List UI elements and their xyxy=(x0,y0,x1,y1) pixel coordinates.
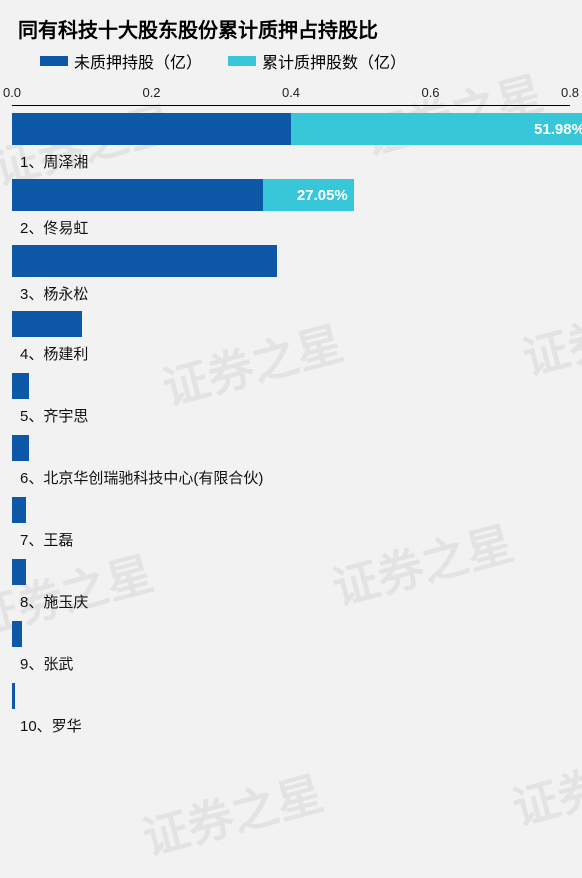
x-axis: 0.00.20.40.60.8 xyxy=(12,79,570,105)
row-label: 9、张武 xyxy=(20,653,73,674)
bar-unpledged xyxy=(12,435,29,461)
row-label: 3、杨永松 xyxy=(20,283,88,304)
bar-unpledged xyxy=(12,559,26,585)
x-tick: 0.0 xyxy=(3,85,21,100)
legend: 未质押持股（亿） 累计质押股数（亿） xyxy=(0,49,582,79)
row-label: 5、齐宇思 xyxy=(20,405,88,426)
row-label: 4、杨建利 xyxy=(20,343,88,364)
bar-unpledged xyxy=(12,373,29,399)
bar-group: 51.98% xyxy=(12,113,570,145)
table-row: 27.05% 2、佟易虹 xyxy=(0,179,582,245)
table-row: 5、齐宇思 xyxy=(0,373,582,435)
table-row: 3、杨永松 xyxy=(0,245,582,311)
bar-unpledged xyxy=(12,497,26,523)
bar-group xyxy=(12,245,570,277)
table-row: 8、施玉庆 xyxy=(0,559,582,621)
chart-title: 同有科技十大股东股份累计质押占持股比 xyxy=(0,0,582,49)
bar-group xyxy=(12,497,570,523)
bar-unpledged xyxy=(12,113,291,145)
bar-unpledged xyxy=(12,311,82,337)
chart-rows: 51.98% 1、周泽湘 27.05% 2、佟易虹 3、杨永松 4、杨建利 5、齐宇思 6、北… xyxy=(0,105,582,745)
chart-area: 0.0 0.2 0.4 0.6 0.8 51.98% 1、周泽湘 27.05% 2、佟易虹 3、… xyxy=(0,79,582,745)
table-row: 6、北京华创瑞驰科技中心(有限合伙) xyxy=(0,435,582,497)
row-label: 7、王磊 xyxy=(20,529,73,550)
legend-item-unpledged: 未质押持股（亿） xyxy=(40,49,202,73)
table-row: 7、王磊 xyxy=(0,497,582,559)
x-axis-line xyxy=(12,105,570,106)
bar-unpledged xyxy=(12,179,263,211)
legend-label-unpledged: 未质押持股（亿） xyxy=(74,49,202,73)
bar-group xyxy=(12,373,570,399)
bar-group xyxy=(12,435,570,461)
legend-swatch-unpledged xyxy=(40,56,68,66)
table-row: 9、张武 xyxy=(0,621,582,683)
legend-item-pledged: 累计质押股数（亿） xyxy=(228,49,406,73)
bar-pct-label: 51.98% xyxy=(534,113,582,145)
bar-group xyxy=(12,311,570,337)
x-tick: 0.8 xyxy=(561,85,579,100)
bar-group xyxy=(12,621,570,647)
watermark-text: 证券之星 xyxy=(135,757,330,868)
bar-unpledged xyxy=(12,683,15,709)
bar-group xyxy=(12,683,570,709)
row-label: 1、周泽湘 xyxy=(20,151,88,172)
x-tick: 0.2 xyxy=(142,85,160,100)
x-tick: 0.4 xyxy=(282,85,300,100)
legend-label-pledged: 累计质押股数（亿） xyxy=(262,49,406,73)
bar-group: 27.05% xyxy=(12,179,570,211)
table-row: 51.98% 1、周泽湘 xyxy=(0,113,582,179)
row-label: 8、施玉庆 xyxy=(20,591,88,612)
row-label: 6、北京华创瑞驰科技中心(有限合伙) xyxy=(20,467,263,488)
table-row: 4、杨建利 xyxy=(0,311,582,373)
row-label: 10、罗华 xyxy=(20,715,82,736)
table-row: 10、罗华 xyxy=(0,683,582,745)
bar-group xyxy=(12,559,570,585)
bar-pct-label: 27.05% xyxy=(297,179,348,211)
legend-swatch-pledged xyxy=(228,56,256,66)
bar-unpledged xyxy=(12,621,22,647)
x-tick: 0.6 xyxy=(421,85,439,100)
bar-unpledged xyxy=(12,245,277,277)
row-label: 2、佟易虹 xyxy=(20,217,88,238)
